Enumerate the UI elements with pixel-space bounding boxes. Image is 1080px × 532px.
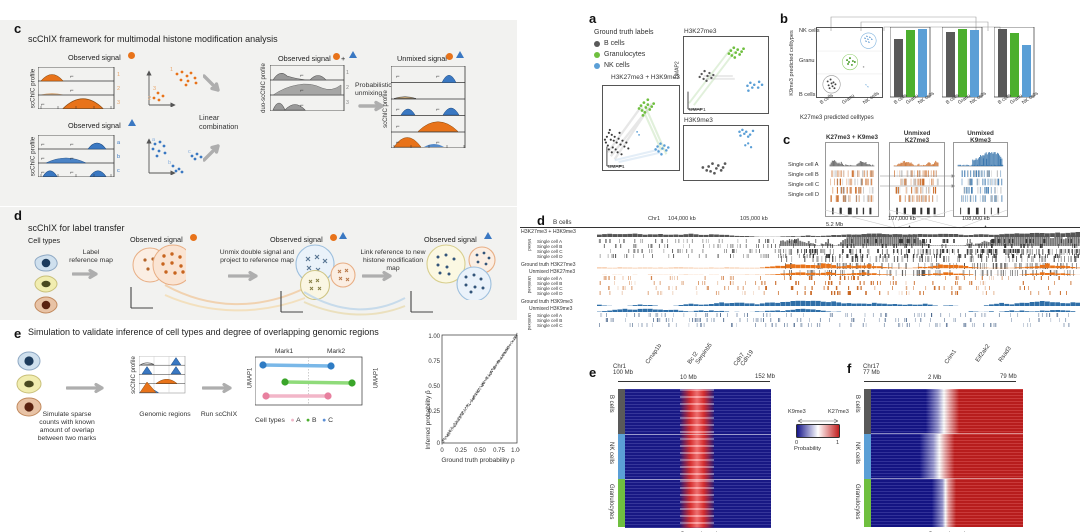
svg-text:⌐: ⌐ <box>436 140 440 146</box>
svg-text:a: a <box>152 137 156 143</box>
svg-text:1: 1 <box>170 67 173 73</box>
svg-text:⌐: ⌐ <box>300 88 304 94</box>
svg-text:⌐: ⌐ <box>41 156 45 162</box>
svg-text:⌐: ⌐ <box>436 107 440 113</box>
svg-text:3: 3 <box>346 100 349 106</box>
svg-text:2: 2 <box>117 86 120 92</box>
svg-text:Mark2: Mark2 <box>327 348 345 355</box>
svg-text:0: 0 <box>437 441 441 447</box>
svg-text:1.00: 1.00 <box>511 448 520 454</box>
svg-text:⌐: ⌐ <box>396 74 400 80</box>
svg-text:0.50: 0.50 <box>474 448 486 454</box>
svg-text:UMAP1: UMAP1 <box>689 107 706 113</box>
svg-text:3: 3 <box>117 100 120 106</box>
svg-text:c: c <box>188 149 191 155</box>
svg-text:a: a <box>117 140 121 146</box>
svg-text:c: c <box>117 168 120 174</box>
svg-text:⌐: ⌐ <box>41 102 45 108</box>
svg-text:0.75: 0.75 <box>428 359 440 365</box>
svg-text:⌐: ⌐ <box>300 103 304 109</box>
svg-text:0.50: 0.50 <box>428 384 440 390</box>
svg-text:2: 2 <box>148 96 151 102</box>
svg-text:1: 1 <box>117 72 120 78</box>
svg-text:2: 2 <box>346 85 349 91</box>
svg-text:1: 1 <box>346 70 349 76</box>
svg-text:⌐: ⌐ <box>396 140 400 146</box>
svg-text:⌐: ⌐ <box>70 88 74 94</box>
svg-text:UMAP1: UMAP1 <box>608 164 625 170</box>
svg-text:Inferred probability p̂: Inferred probability p̂ <box>425 390 432 450</box>
svg-text:⌐: ⌐ <box>41 142 45 148</box>
svg-text:⌐: ⌐ <box>396 107 400 113</box>
svg-text:0: 0 <box>440 448 444 454</box>
svg-text:⌐: ⌐ <box>70 74 74 80</box>
svg-text:3: 3 <box>153 86 156 92</box>
svg-text:Ground truth probability p: Ground truth probability p <box>441 457 515 464</box>
svg-text:⌐: ⌐ <box>396 124 400 130</box>
svg-text:b: b <box>168 160 171 166</box>
svg-text:⌐: ⌐ <box>41 170 45 176</box>
svg-text:Mark1: Mark1 <box>275 348 293 355</box>
svg-text:0.75: 0.75 <box>493 448 505 454</box>
svg-text:⌐: ⌐ <box>300 73 304 79</box>
svg-text:0.25: 0.25 <box>455 448 467 454</box>
svg-text:⌐: ⌐ <box>70 156 74 162</box>
svg-text:⌐: ⌐ <box>70 170 74 176</box>
svg-text:⌐: ⌐ <box>436 74 440 80</box>
svg-text:⌐: ⌐ <box>70 142 74 148</box>
svg-text:b: b <box>117 154 120 160</box>
svg-text:1.00: 1.00 <box>428 334 440 340</box>
